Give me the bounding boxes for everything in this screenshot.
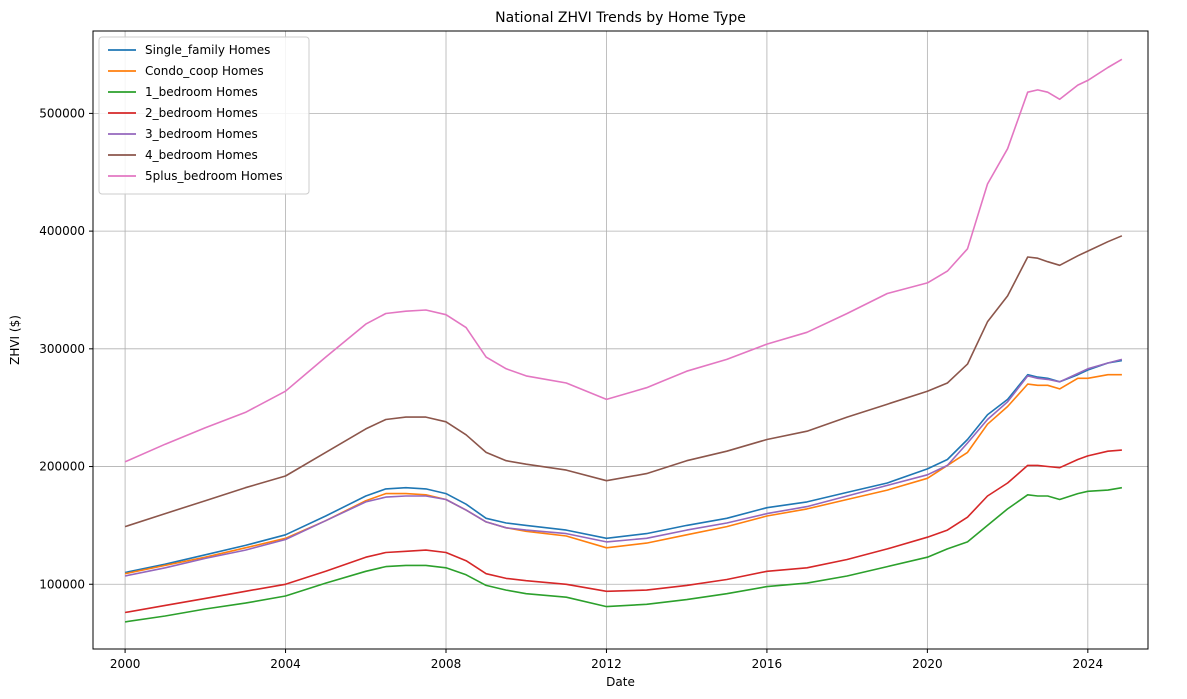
y-axis-ticks: 100000 200000 300000 400000 500000 xyxy=(39,106,93,591)
x-tick-label: 2020 xyxy=(912,657,943,671)
series-line xyxy=(124,486,1123,623)
y-tick-label: 100000 xyxy=(39,577,85,591)
legend-entry-label: Condo_coop Homes xyxy=(145,64,264,78)
chart-title: National ZHVI Trends by Home Type xyxy=(495,10,746,26)
series-line xyxy=(124,359,1123,574)
y-tick-label: 200000 xyxy=(39,460,85,474)
y-axis-label: ZHVI ($) xyxy=(8,315,22,365)
series-line xyxy=(124,235,1123,528)
x-tick-label: 2008 xyxy=(431,657,462,671)
x-axis-label: Date xyxy=(606,675,635,689)
series-line xyxy=(124,373,1122,575)
legend-box xyxy=(98,36,310,195)
y-tick-label: 400000 xyxy=(39,224,85,238)
legend-entry-label: Single_family Homes xyxy=(145,43,270,57)
plot-area-frame xyxy=(92,30,1149,650)
series-line xyxy=(124,449,1122,614)
x-tick-label: 2016 xyxy=(752,657,783,671)
x-tick-label: 2012 xyxy=(591,657,622,671)
legend-entry-label: 4_bedroom Homes xyxy=(145,148,258,162)
legend-entry-label: 3_bedroom Homes xyxy=(145,127,258,141)
series-line xyxy=(124,58,1123,463)
series-line xyxy=(124,358,1123,577)
legend-entry-label: 2_bedroom Homes xyxy=(145,106,258,120)
y-tick-label: 500000 xyxy=(39,106,85,120)
x-tick-label: 2024 xyxy=(1073,657,1104,671)
y-tick-label: 300000 xyxy=(39,342,85,356)
x-tick-label: 2004 xyxy=(270,657,301,671)
x-tick-label: 2000 xyxy=(110,657,141,671)
x-axis-ticks: 2000 2004 2008 2012 2016 2020 2024 xyxy=(110,649,1103,671)
series-lines xyxy=(124,58,1123,623)
legend-entry-label: 5plus_bedroom Homes xyxy=(145,169,283,183)
legend: Single_family Homes Condo_coop Homes 1_bed… xyxy=(98,36,310,195)
legend-entry-label: 1_bedroom Homes xyxy=(145,85,258,99)
